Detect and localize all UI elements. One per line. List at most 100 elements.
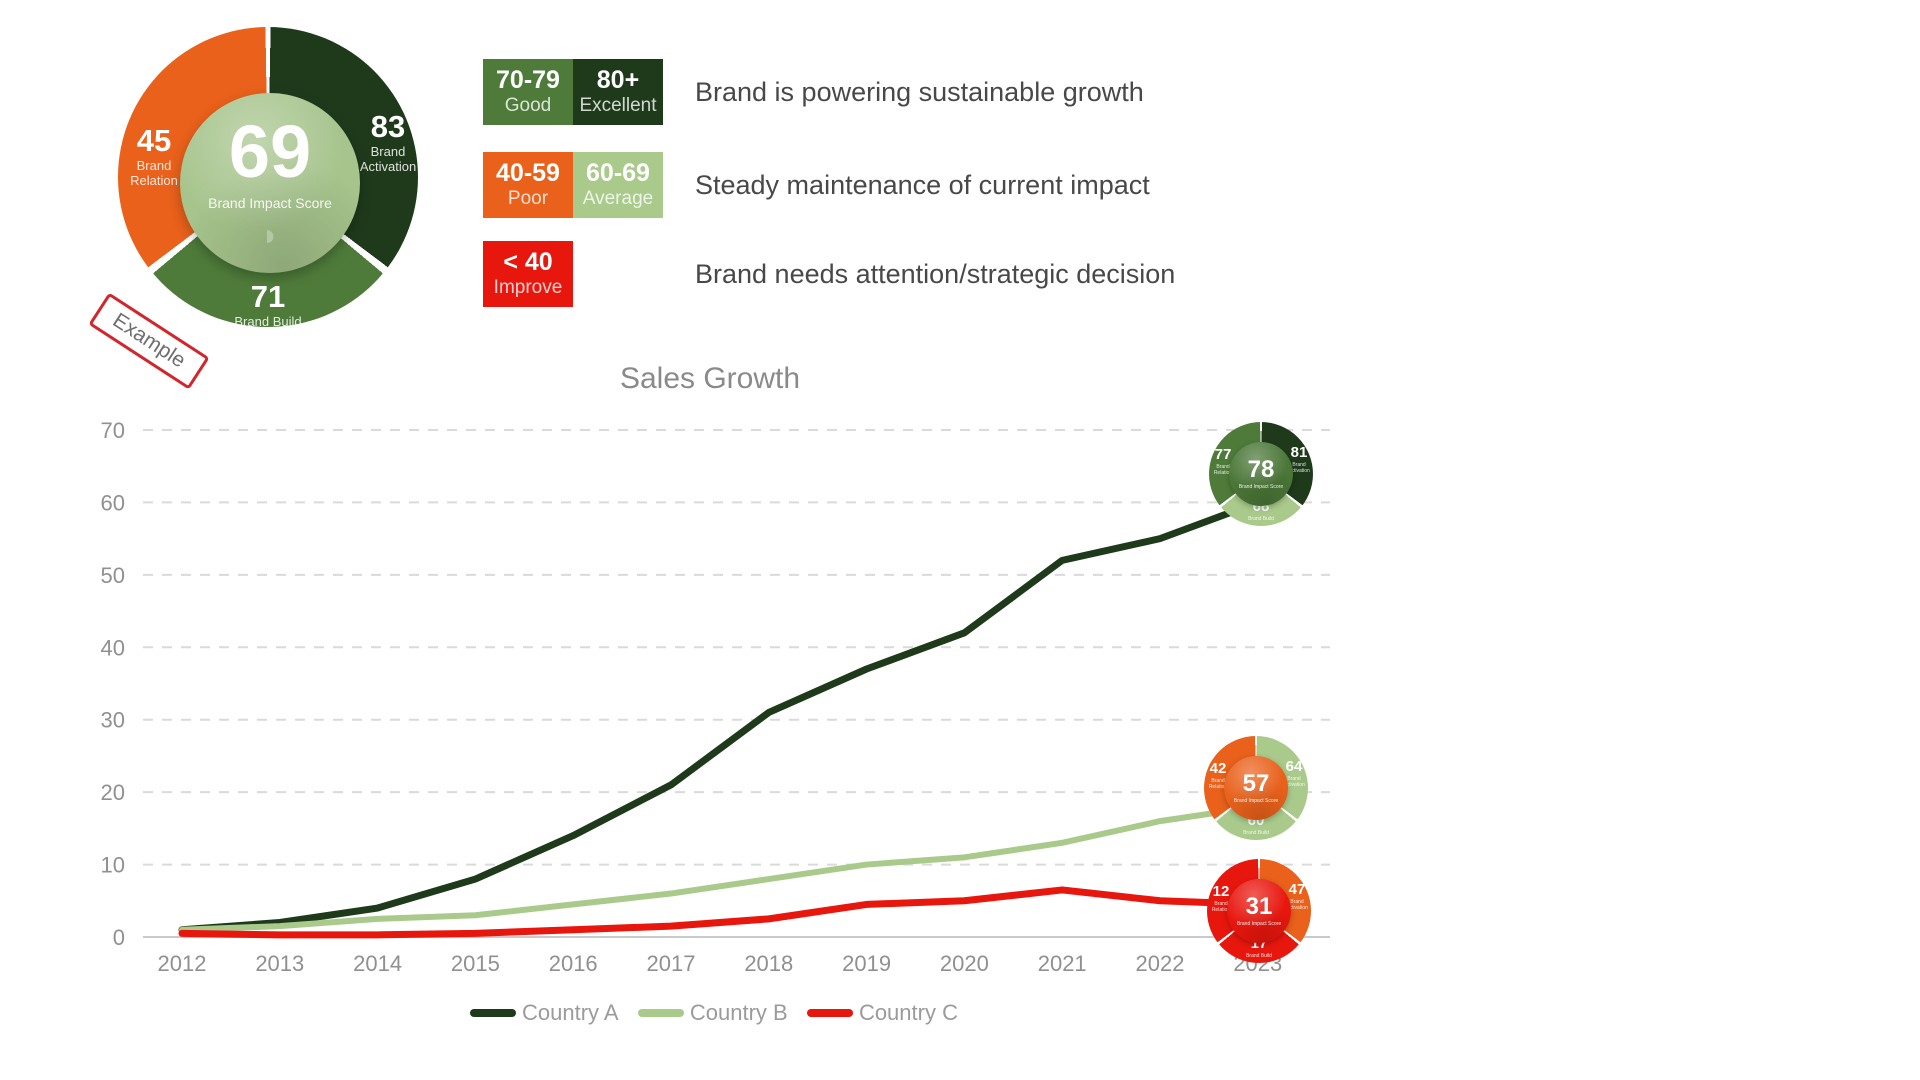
score-band-average: Average (582, 187, 654, 209)
brand-relation-label: Brand Relation (1213, 464, 1233, 476)
y-tick-label: 0 (113, 925, 125, 950)
x-tick-label: 2020 (940, 951, 989, 976)
brand-build-score: 71 (250, 279, 286, 314)
legend-item-country-b: Country B (637, 1000, 788, 1026)
series-line-country-a (178, 498, 1262, 934)
x-tick-label: 2014 (353, 951, 402, 976)
score-band-improve: Improve (493, 276, 563, 298)
brand-activation-label: Brand Activation (1288, 462, 1310, 474)
brand-relation-label: Brand Relation (1208, 778, 1228, 790)
brand-activation-segment: 81 Brand Activation (1283, 445, 1315, 475)
brand-activation-label: Brand Activation (359, 144, 417, 174)
brand-relation-segment: 12 Brand Relation (1205, 884, 1237, 914)
brand-relation-score: 42 (1209, 760, 1227, 777)
brand-relation-label: Brand Relation (1211, 901, 1231, 913)
brand-relation-segment: 42 Brand Relation (1202, 761, 1234, 791)
brand-impact-score-caption: Brand Impact Score (1236, 921, 1282, 927)
brand-relation-segment: 45 Brand Relation (112, 125, 196, 189)
brand-build-label: Brand Build (234, 314, 302, 329)
brand-activation-segment: 83 Brand Activation (342, 111, 434, 175)
brand-activation-score: 47 (1288, 881, 1306, 898)
country-a-line-swatch (470, 1009, 516, 1017)
chart-title: Sales Growth (619, 362, 801, 395)
brand-activation-label: Brand Activation (1286, 899, 1308, 911)
mini-donut-country-c: 12 Brand Relation 47 Brand Activation 17… (1207, 859, 1311, 963)
brand-impact-score-value: 78 (1247, 456, 1275, 483)
score-range-average: 60-69 (586, 159, 650, 188)
score-range-good: 70-79 (496, 66, 560, 95)
brand-impact-score-caption: Brand Impact Score (208, 195, 332, 211)
x-tick-label: 2017 (647, 951, 696, 976)
brand-impact-score-center: 78 Brand Impact Score (1229, 442, 1293, 506)
score-band-row-low: < 40 Improve Brand needs attention/strat… (483, 241, 1175, 307)
series-line-country-b (179, 803, 1261, 933)
score-range-poor: 40-59 (496, 159, 560, 188)
brand-relation-label: Brand Relation (130, 158, 178, 188)
brand-activation-score: 64 (1285, 758, 1303, 775)
score-box-poor: 40-59 Poor (483, 152, 573, 218)
brand-relation-score: 77 (1214, 446, 1232, 463)
sales-growth-chart: 0 10 20 30 40 50 60 70 2012 2013 2014 2015 2016 2017 2… (101, 418, 1330, 976)
x-tick-label: 2016 (549, 951, 598, 976)
country-b-line-swatch (637, 1009, 684, 1017)
score-box-improve: < 40 Improve (483, 241, 573, 307)
score-range-improve: < 40 (503, 248, 553, 277)
score-box-excellent: 80+ Excellent (573, 59, 663, 125)
x-tick-label: 2015 (451, 951, 500, 976)
brand-impact-score-value: 69 (228, 110, 312, 193)
example-stamp: Example (88, 292, 210, 390)
x-tick-label: 2013 (255, 951, 304, 976)
score-box-good: 70-79 Good (483, 59, 573, 125)
brand-relation-score: 12 (1212, 883, 1230, 900)
brand-impact-score-value: 31 (1245, 893, 1273, 920)
brand-build-label: Brand Build (1248, 516, 1274, 522)
score-band-excellent: Excellent (579, 94, 657, 116)
brand-activation-segment: 47 Brand Activation (1281, 882, 1313, 912)
brand-relation-segment: 77 Brand Relation (1207, 447, 1239, 477)
brand-impact-score-center: 57 Brand Impact Score (1224, 756, 1288, 820)
x-tick-label: 2018 (744, 951, 793, 976)
x-tick-label: 2019 (842, 951, 891, 976)
score-band-good: Good (504, 94, 552, 116)
mini-donut-country-b: 42 Brand Relation 64 Brand Activation 60… (1204, 736, 1308, 840)
brand-relation-score: 45 (136, 123, 172, 158)
brand-impact-score-value: 57 (1242, 770, 1270, 797)
country-c-legend-label: Country C (858, 1000, 958, 1025)
y-tick-label: 40 (101, 635, 125, 660)
brand-build-segment: 71 Brand Build (222, 281, 314, 330)
y-tick-label: 60 (101, 490, 125, 515)
x-tick-label: 2012 (158, 951, 207, 976)
score-description-low: Brand needs attention/strategic decision (695, 258, 1176, 289)
y-tick-label: 20 (101, 780, 125, 805)
brand-impact-donut-example: 45 Brand Relation 83 Brand Activation 71… (118, 27, 418, 330)
brand-build-label: Brand Build (1246, 953, 1272, 959)
score-description-high: Brand is powering sustainable growth (695, 76, 1144, 107)
brand-build-label: Brand Build (1243, 830, 1269, 836)
score-band-row-mid: 40-59 Poor 60-69 Average Steady maintena… (483, 152, 1150, 218)
y-tick-label: 50 (101, 563, 125, 588)
example-stamp-text: Example (108, 308, 190, 373)
country-c-line-swatch (806, 1009, 853, 1017)
country-a-legend-label: Country A (522, 1000, 619, 1025)
brand-impact-score-center: 31 Brand Impact Score (1227, 879, 1291, 943)
country-b-legend-label: Country B (689, 1000, 788, 1025)
y-tick-label: 30 (101, 708, 125, 733)
brand-impact-score-caption: Brand Impact Score (1238, 484, 1284, 490)
brand-activation-segment: 64 Brand Activation (1278, 759, 1310, 789)
y-tick-label: 10 (101, 853, 125, 878)
score-description-mid: Steady maintenance of current impact (695, 169, 1150, 200)
legend-item-country-c: Country C (806, 1000, 958, 1026)
x-tick-label: 2022 (1136, 951, 1185, 976)
brand-activation-score: 81 (1290, 444, 1308, 461)
series-line-country-c (178, 886, 1262, 939)
y-tick-label: 70 (101, 418, 125, 443)
score-band-poor: Poor (507, 187, 549, 209)
score-range-excellent: 80+ (596, 66, 640, 95)
brand-impact-score-caption: Brand Impact Score (1233, 798, 1279, 804)
chart-legend: Country A Country B Country C (470, 1000, 958, 1026)
brand-activation-label: Brand Activation (1283, 776, 1305, 788)
legend-item-country-a: Country A (470, 1000, 619, 1026)
x-tick-label: 2021 (1038, 951, 1087, 976)
brand-activation-score: 83 (370, 109, 406, 144)
